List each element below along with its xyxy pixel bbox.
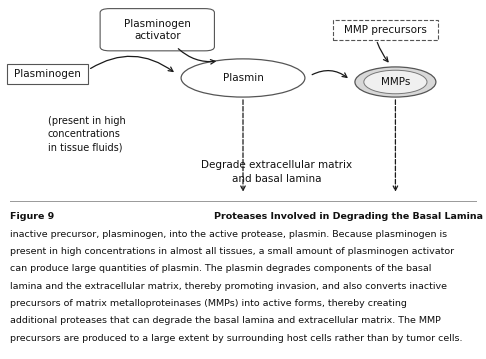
FancyBboxPatch shape [100, 9, 214, 51]
Text: precursors of matrix metalloproteinases (MMPs) into active forms, thereby creati: precursors of matrix metalloproteinases … [10, 299, 406, 308]
Text: MMP precursors: MMP precursors [345, 25, 427, 35]
Ellipse shape [355, 67, 436, 97]
Text: inactive precursor, plasminogen, into the active protease, plasmin. Because plas: inactive precursor, plasminogen, into th… [10, 229, 447, 238]
Text: Plasminogen: Plasminogen [14, 69, 81, 79]
Text: Plasminogen
activator: Plasminogen activator [124, 19, 191, 41]
Text: Plasmin: Plasmin [223, 73, 263, 83]
Text: Figure 9: Figure 9 [10, 212, 54, 221]
FancyBboxPatch shape [333, 20, 438, 40]
Text: present in high concentrations in almost all tissues, a small amount of plasmino: present in high concentrations in almost… [10, 247, 454, 256]
Text: (present in high
concentrations
in tissue fluids): (present in high concentrations in tissu… [48, 116, 125, 153]
Text: MMPs: MMPs [381, 77, 410, 87]
FancyBboxPatch shape [7, 64, 88, 84]
Text: Degrade extracellular matrix
and basal lamina: Degrade extracellular matrix and basal l… [201, 160, 352, 183]
Text: lamina and the extracellular matrix, thereby promoting invasion, and also conver: lamina and the extracellular matrix, the… [10, 281, 447, 290]
Text: can produce large quantities of plasmin. The plasmin degrades components of the : can produce large quantities of plasmin.… [10, 264, 431, 273]
Text: additional proteases that can degrade the basal lamina and extracellular matrix.: additional proteases that can degrade th… [10, 316, 440, 325]
Ellipse shape [181, 59, 305, 97]
Ellipse shape [364, 70, 427, 94]
Text: precursors are produced to a large extent by surrounding host cells rather than : precursors are produced to a large exten… [10, 334, 462, 342]
Text: Proteases Involved in Degrading the Basal Lamina and Extracellular Matrix.: Proteases Involved in Degrading the Basa… [214, 212, 486, 221]
